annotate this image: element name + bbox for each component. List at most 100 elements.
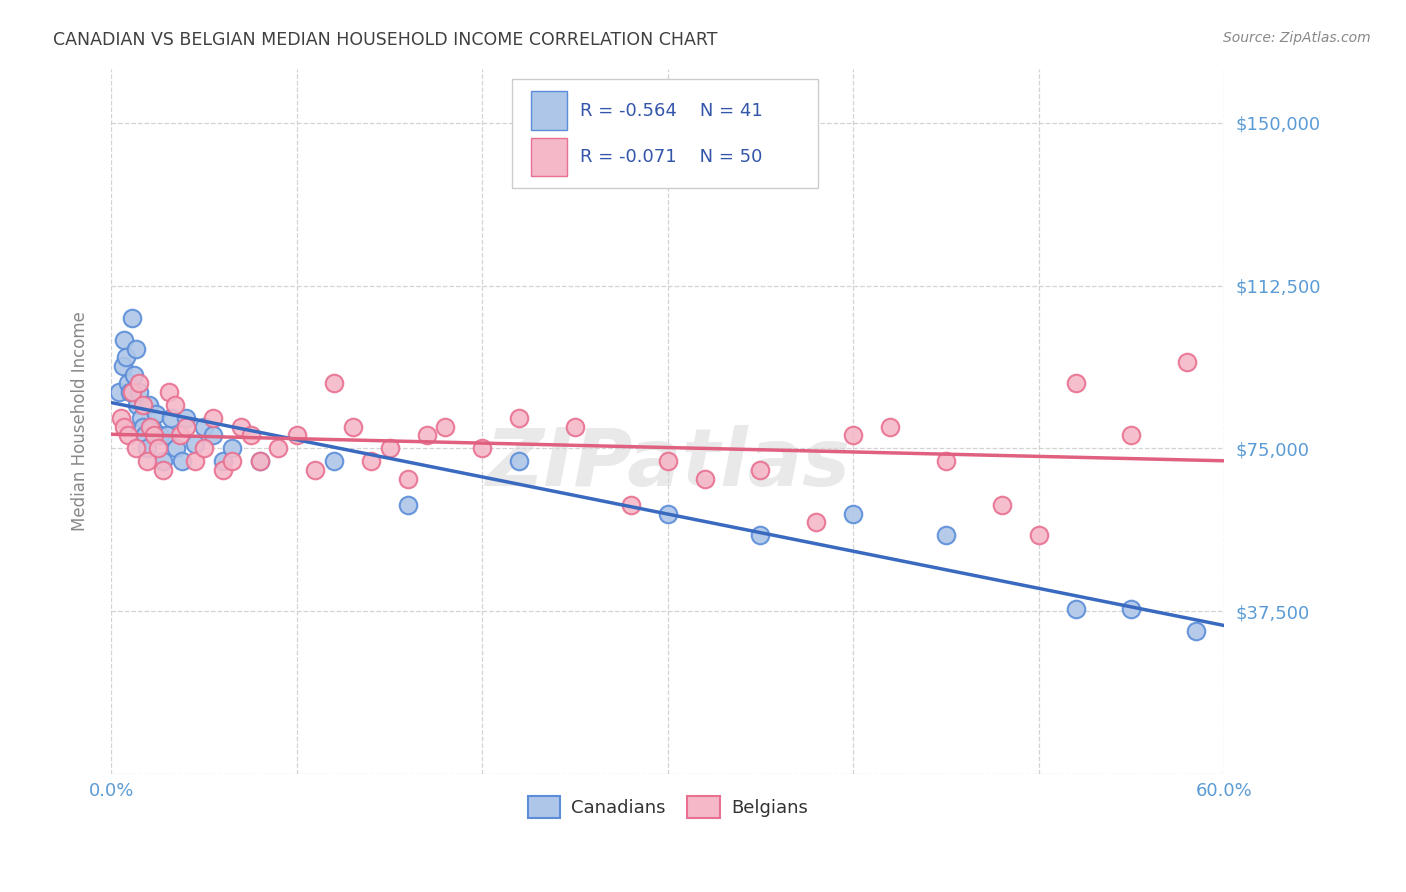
Point [620,498,643,512]
Point [110,411,132,425]
Point [193,419,215,434]
Text: R = -0.071    N = 50: R = -0.071 N = 50 [579,148,762,166]
Point [221,442,243,456]
Point [139,419,162,434]
Legend: Canadians, Belgians: Canadians, Belgians [520,789,815,825]
Point [1175,354,1198,368]
Point [117,428,139,442]
Point [127,398,149,412]
Point [657,454,679,468]
Point [156,428,179,442]
Point [231,419,253,434]
Point [129,411,152,425]
Point [138,398,160,412]
Point [842,428,865,442]
Point [114,333,136,347]
Point [749,528,772,542]
Point [323,376,346,391]
Point [434,419,457,434]
Point [134,428,156,442]
Point [1121,602,1143,616]
Point [249,454,271,468]
Point [135,442,157,456]
Point [360,454,382,468]
Point [693,472,716,486]
Point [202,428,225,442]
Point [115,351,138,365]
Point [471,442,494,456]
Point [211,463,233,477]
Point [879,419,901,434]
Point [141,419,163,434]
Point [249,454,271,468]
Text: CANADIAN VS BELGIAN MEDIAN HOUSEHOLD INCOME CORRELATION CHART: CANADIAN VS BELGIAN MEDIAN HOUSEHOLD INC… [53,31,718,49]
Point [169,428,191,442]
FancyBboxPatch shape [531,137,567,177]
Point [159,411,181,425]
Point [143,428,166,442]
Point [121,384,143,399]
Point [174,419,197,434]
Y-axis label: Median Household Income: Median Household Income [72,311,89,532]
Point [221,454,243,468]
Point [152,454,174,468]
Point [145,407,167,421]
Point [184,437,207,451]
Point [657,507,679,521]
Point [165,442,187,456]
Point [202,411,225,425]
Point [564,419,586,434]
Point [378,442,401,456]
Point [114,419,136,434]
Point [1064,602,1087,616]
Text: ZIPatlas: ZIPatlas [485,425,851,503]
Point [128,384,150,399]
Point [117,376,139,391]
Point [342,419,364,434]
Point [163,398,186,412]
Point [1185,624,1208,638]
Point [285,428,308,442]
Point [1028,528,1050,542]
Point [396,498,419,512]
Point [804,516,827,530]
Point [304,463,326,477]
Point [128,376,150,391]
Point [122,368,145,382]
Point [935,454,957,468]
Point [124,442,146,456]
Point [124,342,146,356]
Point [239,428,262,442]
Point [174,411,197,425]
Point [118,384,141,399]
Point [170,454,193,468]
Point [149,428,172,442]
Text: R = -0.564    N = 41: R = -0.564 N = 41 [579,102,762,120]
Point [415,428,437,442]
Point [146,442,169,456]
Point [157,384,180,399]
Point [749,463,772,477]
Point [184,454,207,468]
Point [508,411,530,425]
Point [267,442,290,456]
Point [508,454,530,468]
Point [935,528,957,542]
Point [396,472,419,486]
Point [108,384,131,399]
Point [152,463,174,477]
Point [1064,376,1087,391]
Point [211,454,233,468]
Text: Source: ZipAtlas.com: Source: ZipAtlas.com [1223,31,1371,45]
Point [132,398,155,412]
Point [132,419,155,434]
Point [990,498,1012,512]
Point [1121,428,1143,442]
Point [121,311,143,326]
Point [323,454,346,468]
Point [111,359,134,373]
Point [135,454,157,468]
Point [842,507,865,521]
FancyBboxPatch shape [531,91,567,130]
Point [193,442,215,456]
